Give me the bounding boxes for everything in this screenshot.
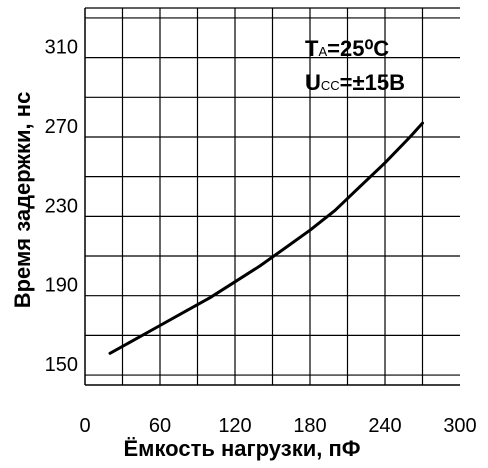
series-group xyxy=(108,121,424,355)
delay-curve xyxy=(108,121,424,355)
x-tick-label: 120 xyxy=(218,415,251,437)
y-axis-label: Время задержки, нс xyxy=(10,92,35,309)
x-tick-label: 180 xyxy=(293,415,326,437)
voltage-subscript: CC xyxy=(321,78,340,93)
plot-frame xyxy=(84,7,460,386)
supply-voltage-annotation: UCC=±15В xyxy=(305,70,405,95)
y-tick-label: 150 xyxy=(45,354,78,376)
temperature-annotation: TA=25⁰C xyxy=(305,36,389,61)
temperature-subscript: A xyxy=(318,44,327,59)
y-tick-labels: 150 190 230 270 310 xyxy=(45,37,78,376)
y-tick-label: 230 xyxy=(45,195,78,217)
temperature-value: =25⁰C xyxy=(327,36,389,61)
y-tick-label: 190 xyxy=(45,275,78,297)
temperature-symbol: T xyxy=(305,36,319,61)
x-tick-label: 300 xyxy=(443,415,476,437)
x-tick-label: 240 xyxy=(368,415,401,437)
voltage-value: =±15В xyxy=(340,70,405,95)
x-tick-label: 60 xyxy=(149,415,171,437)
x-axis-label: Ёмкость нагрузки, пФ xyxy=(123,436,360,461)
y-tick-label: 270 xyxy=(45,116,78,138)
grid xyxy=(85,8,460,385)
voltage-symbol: U xyxy=(305,70,321,95)
x-tick-labels: 0 60 120 180 240 300 xyxy=(79,415,476,437)
y-tick-label: 310 xyxy=(45,37,78,59)
x-tick-label: 0 xyxy=(79,415,90,437)
